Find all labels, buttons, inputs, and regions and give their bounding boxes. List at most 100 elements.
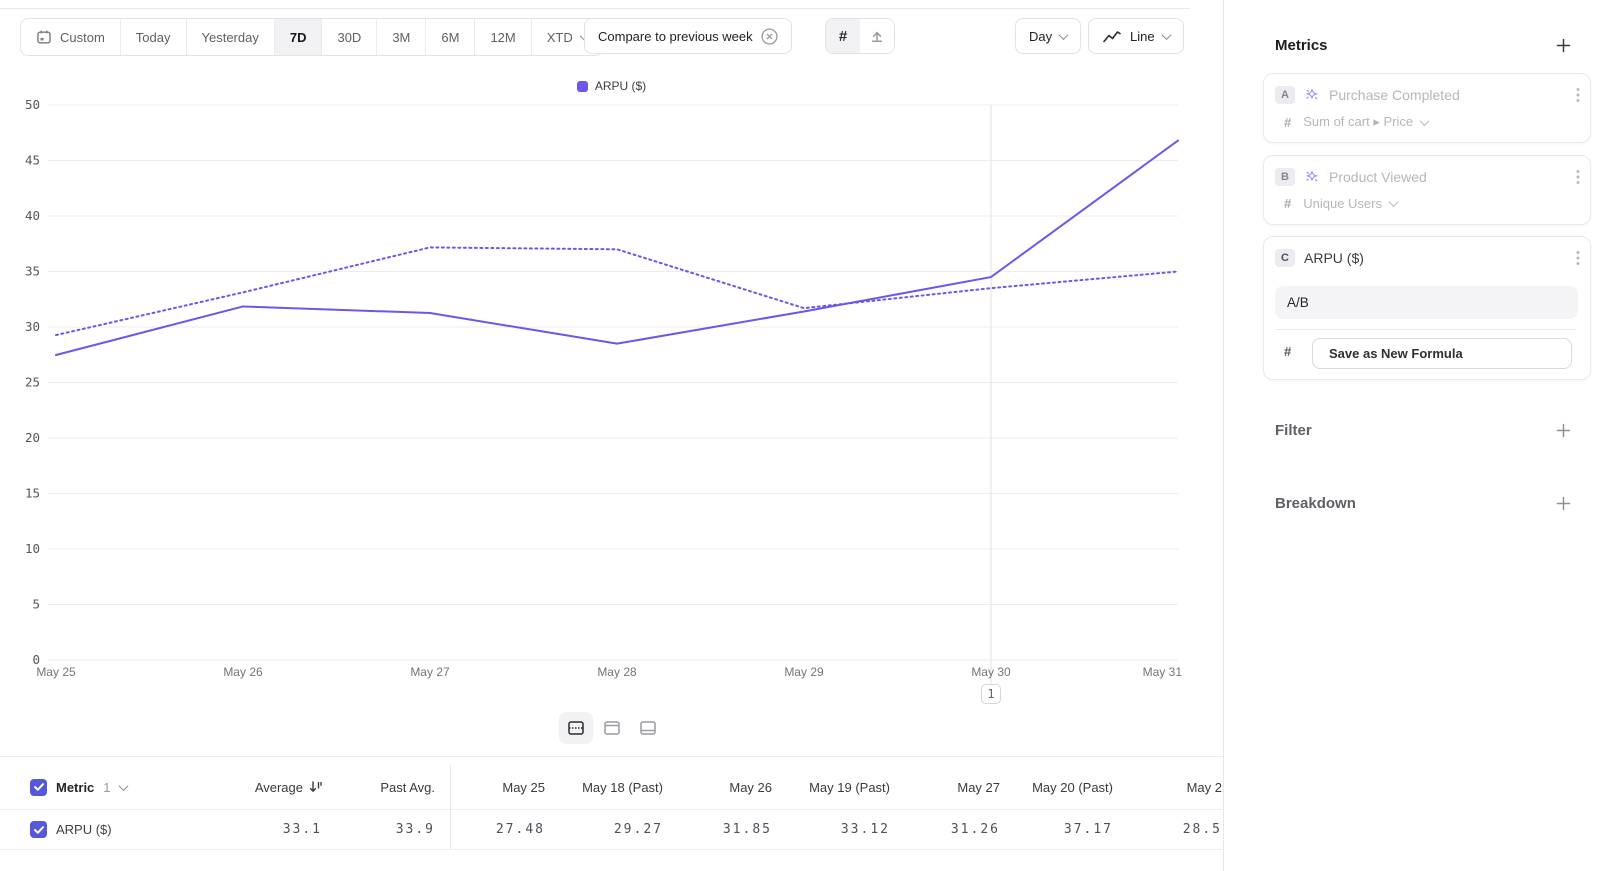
- range-30d-button[interactable]: 30D: [321, 19, 377, 55]
- chevron-down-icon: [1388, 197, 1399, 208]
- svg-text:35: 35: [25, 264, 40, 279]
- column-header-date[interactable]: May 26: [729, 779, 772, 795]
- compare-pill[interactable]: Compare to previous week: [584, 18, 792, 54]
- metric-card-c: C ARPU ($) A/B # Save as New Formula: [1263, 236, 1591, 380]
- metric-card-b: B Product Viewed # Unique Users: [1263, 155, 1591, 225]
- svg-text:May 30: May 30: [971, 665, 1011, 679]
- add-filter-button[interactable]: [1551, 418, 1575, 442]
- card-divider: [1275, 329, 1576, 330]
- column-header-date[interactable]: May 25: [502, 779, 545, 795]
- chevron-down-icon[interactable]: [118, 780, 128, 791]
- chevron-down-icon: [1161, 29, 1172, 40]
- metrics-table: Metric 1 Average Past Avg. May 25 May 18…: [0, 765, 1222, 850]
- metric-measure-dropdown[interactable]: # Sum of cart ▸ Price: [1284, 114, 1430, 130]
- range-12m-button[interactable]: 12M: [474, 19, 531, 55]
- chart-toolbar: Custom Today Yesterday 7D 30D 3M 6M 12M …: [20, 18, 1223, 56]
- cell-value: 33.12: [840, 822, 890, 837]
- row-checkbox[interactable]: [30, 821, 47, 838]
- column-header-date[interactable]: May 2: [1186, 779, 1222, 795]
- metric-badge: B: [1275, 168, 1295, 186]
- calendar-icon: [36, 29, 52, 45]
- metric-menu-button[interactable]: [1574, 167, 1582, 187]
- annotations-toggle[interactable]: [860, 19, 894, 53]
- chart-type-dropdown[interactable]: Line: [1088, 18, 1184, 54]
- annotation-marker[interactable]: 1: [981, 684, 1001, 704]
- add-metric-button[interactable]: [1551, 33, 1575, 57]
- svg-text:30: 30: [25, 319, 40, 334]
- range-6m-button[interactable]: 6M: [425, 19, 475, 55]
- column-header-date[interactable]: May 18 (Past): [582, 779, 663, 795]
- range-7d-button[interactable]: 7D: [273, 19, 322, 55]
- metric-name[interactable]: Product Viewed: [1329, 169, 1427, 185]
- metric-name[interactable]: ARPU ($): [1304, 250, 1364, 266]
- layout-table-only-button[interactable]: [631, 712, 665, 744]
- metrics-title: Metrics: [1275, 36, 1328, 54]
- cell-value: 31.85: [722, 822, 772, 837]
- date-range-control: Custom Today Yesterday 7D 30D 3M 6M 12M …: [20, 18, 604, 56]
- svg-text:45: 45: [25, 153, 40, 168]
- svg-text:5: 5: [32, 597, 40, 612]
- column-header-date[interactable]: May 19 (Past): [809, 779, 890, 795]
- svg-text:May 28: May 28: [597, 665, 637, 679]
- metrics-section-header: Metrics: [1275, 34, 1575, 56]
- svg-text:May 29: May 29: [784, 665, 824, 679]
- layout-chart-only-button[interactable]: [595, 712, 629, 744]
- metric-name[interactable]: Purchase Completed: [1329, 87, 1460, 103]
- top-divider: [0, 8, 1190, 9]
- remove-compare-icon[interactable]: [761, 27, 778, 45]
- filter-title: Filter: [1275, 421, 1312, 439]
- breakdown-section: Breakdown: [1275, 491, 1575, 515]
- chart-display-toggles: #: [825, 18, 895, 54]
- layout-toggle-bar: [0, 712, 1223, 744]
- table-header-row: Metric 1 Average Past Avg. May 25 May 18…: [0, 765, 1222, 809]
- range-custom-button[interactable]: Custom: [21, 19, 120, 55]
- column-header-date[interactable]: May 20 (Past): [1032, 779, 1113, 795]
- select-all-checkbox[interactable]: [30, 778, 47, 796]
- save-formula-button[interactable]: Save as New Formula: [1312, 338, 1572, 369]
- metric-menu-button[interactable]: [1574, 85, 1582, 105]
- table-column-divider: [450, 765, 451, 849]
- interval-dropdown[interactable]: Day: [1015, 18, 1082, 54]
- table-row: ARPU ($) 33.1 33.9 27.48 29.27 31.85 33.…: [0, 809, 1222, 850]
- compare-label: Compare to previous week: [598, 28, 753, 44]
- legend-label: ARPU ($): [594, 79, 647, 93]
- chevron-down-icon: [1419, 115, 1430, 126]
- chart-legend[interactable]: ARPU ($): [0, 79, 1223, 93]
- range-custom-label: Custom: [60, 29, 105, 45]
- svg-text:20: 20: [25, 430, 40, 445]
- svg-text:May 27: May 27: [410, 665, 450, 679]
- hash-icon: #: [1284, 114, 1292, 130]
- metric-header-label: Metric: [56, 779, 95, 795]
- query-builder-sidebar: Metrics A Purchase Completed: [1223, 0, 1600, 871]
- column-header-date[interactable]: May 27: [957, 779, 1000, 795]
- sort-descending-icon: [309, 781, 322, 793]
- row-metric-name: ARPU ($): [56, 822, 112, 837]
- hash-icon: #: [1284, 196, 1292, 211]
- add-breakdown-button[interactable]: [1551, 491, 1575, 515]
- line-chart-icon: [1102, 29, 1122, 44]
- formula-input[interactable]: A/B: [1275, 286, 1578, 319]
- interval-label: Day: [1029, 28, 1053, 44]
- svg-text:10: 10: [25, 541, 40, 556]
- breakdown-title: Breakdown: [1275, 494, 1356, 512]
- row-metric-cell: ARPU ($): [0, 821, 226, 838]
- cell-average: 33.1: [282, 822, 322, 837]
- event-sparkle-icon: [1304, 87, 1320, 103]
- svg-text:May 31: May 31: [1143, 665, 1183, 679]
- range-yesterday-button[interactable]: Yesterday: [185, 19, 274, 55]
- range-today-button[interactable]: Today: [119, 19, 186, 55]
- cell-value: 29.27: [613, 822, 663, 837]
- metric-count: 1: [103, 779, 111, 795]
- metric-menu-button[interactable]: [1574, 248, 1582, 268]
- range-3m-button[interactable]: 3M: [376, 19, 426, 55]
- layout-split-view-button[interactable]: [558, 712, 593, 744]
- metric-badge: C: [1275, 249, 1295, 267]
- column-header-average[interactable]: Average: [226, 780, 322, 795]
- event-sparkle-icon: [1304, 169, 1320, 185]
- svg-text:15: 15: [25, 486, 40, 501]
- column-header-past-avg[interactable]: Past Avg.: [380, 779, 435, 795]
- cell-value: 31.26: [950, 822, 1000, 837]
- show-values-toggle[interactable]: #: [826, 19, 860, 53]
- metric-measure-dropdown[interactable]: # Unique Users: [1284, 196, 1399, 211]
